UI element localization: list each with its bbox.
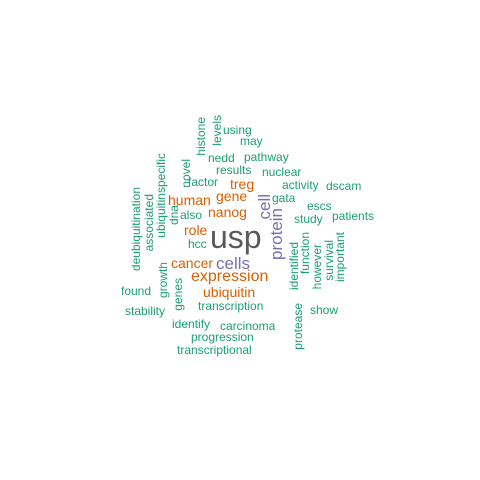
word-carcinoma: carcinoma (220, 319, 276, 333)
word-show: show (310, 303, 339, 317)
word-may: may (240, 134, 263, 148)
word-nuclear: nuclear (262, 165, 302, 179)
word-nanog: nanog (208, 204, 247, 220)
word-stability: stability (125, 304, 166, 318)
word-gene: gene (216, 188, 248, 204)
word-using: using (223, 123, 252, 137)
word-novel: novel (179, 159, 193, 188)
word-progression: progression (191, 330, 254, 344)
word-gata: gata (272, 191, 296, 205)
word-transcriptional: transcriptional (177, 343, 252, 357)
word-hcc: hcc (188, 237, 207, 251)
word-found: found (121, 284, 152, 298)
word-human: human (168, 192, 211, 208)
word-cells: cells (216, 254, 251, 273)
word-also: also (180, 208, 203, 222)
word-study: study (294, 212, 323, 226)
word-cell: cell (255, 194, 274, 220)
word-dscam: dscam (326, 179, 362, 193)
word-patients: patients (332, 209, 375, 223)
word-deubiquitination: deubiquitination (129, 187, 143, 272)
word-ubiquitin: ubiquitin (203, 284, 256, 300)
word-identify: identify (172, 317, 211, 331)
word-escs: escs (307, 199, 332, 213)
word-nedd: nedd (208, 151, 235, 165)
word-usp: usp (210, 219, 262, 255)
word-activity: activity (282, 178, 319, 192)
word-growth: growth (156, 262, 170, 299)
word-role: role (184, 222, 208, 238)
word-pathway: pathway (244, 150, 289, 164)
word-dna: dna (167, 205, 181, 226)
word-results: results (216, 163, 252, 177)
word-important: important (333, 232, 347, 283)
word-transcription: transcription (198, 299, 264, 313)
word-factor: factor (188, 175, 219, 189)
word-expression: expression (191, 268, 269, 285)
word-genes: genes (171, 278, 185, 311)
word-cancer: cancer (171, 255, 214, 271)
word-ubiquitinspecific: ubiquitinspecific (154, 153, 168, 238)
word-protease: protease (291, 303, 305, 350)
word-treg: treg (230, 176, 255, 192)
word-levels: levels (210, 115, 224, 146)
word-histone: histone (194, 117, 208, 156)
